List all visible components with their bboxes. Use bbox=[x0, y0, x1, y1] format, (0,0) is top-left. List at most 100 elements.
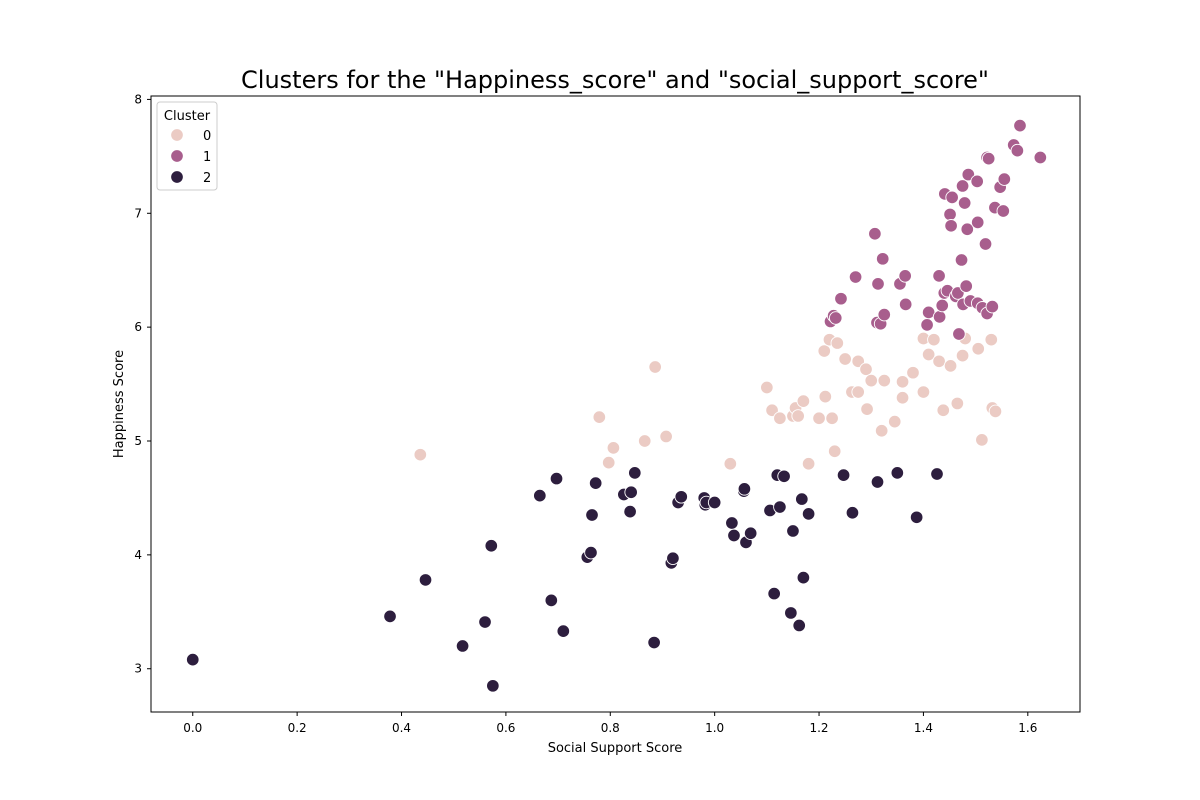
data-point bbox=[786, 524, 800, 538]
data-point bbox=[628, 466, 642, 480]
points-layer bbox=[185, 118, 1048, 693]
x-tick-label: 1.6 bbox=[1018, 721, 1037, 735]
data-point bbox=[875, 252, 890, 266]
chart-title: Clusters for the "Happiness_score" and "… bbox=[241, 66, 989, 94]
data-point bbox=[932, 354, 946, 369]
y-tick-label: 7 bbox=[134, 206, 142, 220]
data-point bbox=[984, 332, 999, 347]
x-tick-label: 0.6 bbox=[496, 721, 515, 735]
legend-entries: 0 1 2 bbox=[170, 128, 211, 186]
data-point bbox=[943, 207, 957, 222]
data-point bbox=[455, 639, 470, 653]
data-point bbox=[784, 606, 798, 620]
data-point bbox=[944, 219, 958, 233]
data-point bbox=[838, 352, 852, 366]
data-point bbox=[845, 505, 860, 520]
data-point bbox=[760, 380, 774, 395]
data-point bbox=[898, 269, 912, 283]
legend-box bbox=[156, 101, 218, 191]
data-point bbox=[725, 516, 739, 530]
data-point bbox=[920, 318, 934, 332]
data-point bbox=[932, 310, 947, 324]
data-point bbox=[959, 279, 973, 293]
data-point bbox=[383, 609, 397, 624]
data-point bbox=[185, 652, 200, 667]
data-point bbox=[829, 311, 843, 325]
data-point bbox=[484, 539, 499, 553]
data-point bbox=[1010, 143, 1025, 158]
data-point bbox=[895, 390, 910, 405]
data-point bbox=[773, 500, 787, 514]
data-point bbox=[851, 385, 865, 399]
data-point bbox=[957, 196, 972, 210]
data-point bbox=[830, 336, 845, 350]
data-point bbox=[978, 237, 993, 251]
data-point bbox=[796, 394, 811, 408]
data-point bbox=[954, 253, 969, 267]
data-point bbox=[777, 469, 791, 484]
data-point bbox=[1013, 118, 1027, 133]
legend-label: 0 bbox=[203, 129, 211, 144]
series-cluster-2 bbox=[185, 466, 944, 693]
data-point bbox=[916, 385, 931, 399]
data-point bbox=[647, 635, 661, 650]
data-point bbox=[988, 404, 1003, 419]
data-point bbox=[549, 471, 564, 486]
data-point bbox=[825, 411, 839, 425]
data-point bbox=[870, 475, 885, 489]
data-point bbox=[834, 291, 848, 306]
data-point bbox=[827, 444, 842, 459]
y-tick-label: 5 bbox=[134, 434, 142, 448]
y-tick-label: 3 bbox=[134, 662, 142, 676]
x-tick-label: 0.0 bbox=[183, 721, 202, 735]
data-point bbox=[877, 373, 892, 388]
data-point bbox=[801, 457, 816, 471]
data-point bbox=[868, 227, 882, 241]
data-point bbox=[864, 373, 878, 388]
data-point bbox=[659, 429, 673, 444]
data-point bbox=[812, 411, 826, 425]
data-point bbox=[952, 327, 966, 341]
data-point bbox=[859, 362, 873, 377]
data-point bbox=[971, 342, 985, 356]
data-point bbox=[898, 297, 913, 312]
data-point bbox=[871, 277, 885, 291]
data-point bbox=[486, 679, 500, 693]
data-point bbox=[817, 344, 832, 358]
legend: Cluster 0 1 2 bbox=[156, 101, 218, 191]
x-tick-label: 1.0 bbox=[705, 721, 724, 735]
legend-marker bbox=[170, 149, 184, 163]
data-point bbox=[996, 204, 1011, 218]
data-point bbox=[961, 167, 976, 182]
data-point bbox=[585, 508, 599, 522]
data-point bbox=[418, 573, 433, 587]
data-point bbox=[874, 424, 889, 438]
x-axis-ticks: 0.0 0.2 0.4 0.6 0.8 1.0 1.2 1.4 1.6 bbox=[183, 712, 1037, 735]
data-point bbox=[950, 396, 965, 411]
series-cluster-0 bbox=[413, 331, 1003, 471]
data-point bbox=[985, 299, 1000, 314]
data-point bbox=[943, 359, 958, 373]
data-point bbox=[792, 618, 806, 633]
data-point bbox=[960, 222, 975, 236]
data-point bbox=[970, 174, 984, 189]
data-point bbox=[836, 468, 851, 482]
data-point bbox=[877, 307, 892, 322]
data-point bbox=[955, 348, 970, 363]
data-point bbox=[848, 270, 863, 284]
plot-area-frame bbox=[150, 95, 1081, 713]
data-point bbox=[981, 151, 996, 166]
data-point bbox=[795, 492, 809, 506]
legend-marker bbox=[170, 128, 184, 142]
data-point bbox=[945, 190, 959, 205]
x-tick-label: 0.8 bbox=[601, 721, 620, 735]
data-point bbox=[860, 402, 874, 416]
data-point bbox=[723, 457, 738, 471]
data-point bbox=[1033, 150, 1048, 165]
legend-marker bbox=[170, 170, 184, 184]
data-point bbox=[648, 360, 662, 374]
data-point bbox=[890, 466, 905, 480]
data-point bbox=[895, 375, 910, 389]
